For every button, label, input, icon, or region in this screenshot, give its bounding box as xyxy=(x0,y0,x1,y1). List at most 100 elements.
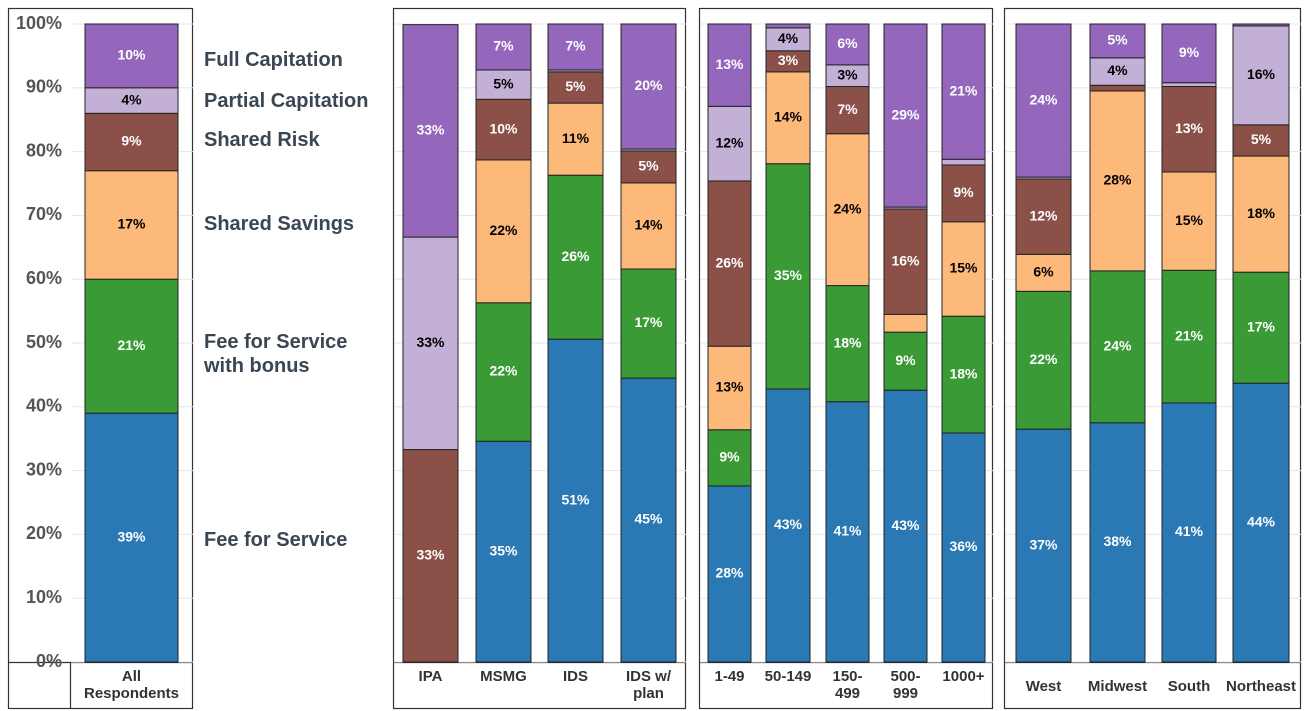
data-label: 24% xyxy=(1029,91,1058,107)
bar-segment xyxy=(475,302,532,442)
data-label: 4% xyxy=(778,30,799,46)
x-tick-label: West xyxy=(1025,678,1062,695)
data-label: 9% xyxy=(121,133,142,149)
data-label: 35% xyxy=(774,267,803,283)
x-tick-label: 50-149 xyxy=(764,668,812,685)
data-label: 3% xyxy=(778,52,799,68)
data-label: 15% xyxy=(949,260,978,276)
y-tick-label: 80% xyxy=(26,140,62,160)
data-label: 26% xyxy=(715,254,744,270)
bar-segment xyxy=(475,440,532,663)
bar-segment xyxy=(1015,23,1072,178)
x-tick-label: IDS w/ plan xyxy=(625,668,671,702)
data-label: 36% xyxy=(949,538,978,554)
data-label: 3% xyxy=(837,66,858,82)
bar-segment xyxy=(402,24,459,238)
y-tick-label: 30% xyxy=(26,459,62,479)
y-tick-label: 20% xyxy=(26,523,62,543)
y-tick-label: 50% xyxy=(26,332,62,352)
data-label: 9% xyxy=(953,184,974,200)
legend-label: Fee for Service with bonus xyxy=(204,331,348,377)
data-label: 43% xyxy=(891,517,920,533)
data-label: 16% xyxy=(1247,66,1276,82)
data-label: 9% xyxy=(895,352,916,368)
data-label: 12% xyxy=(715,134,744,150)
legend-label: Partial Capitation xyxy=(204,90,369,112)
bar-segment xyxy=(547,174,604,340)
data-label: 5% xyxy=(565,78,586,94)
data-label: 5% xyxy=(638,158,659,174)
data-label: 18% xyxy=(1247,205,1276,221)
data-label: 41% xyxy=(1175,523,1204,539)
data-label: 22% xyxy=(489,222,518,238)
bar-segment xyxy=(475,159,532,304)
x-tick-label: IDS xyxy=(562,668,588,685)
bar-segment xyxy=(1161,269,1217,404)
data-label: 6% xyxy=(1033,264,1054,280)
data-label: 38% xyxy=(1103,533,1132,549)
x-tick-label: 150-499 xyxy=(832,668,863,702)
data-label: 18% xyxy=(949,365,978,381)
bar-segment xyxy=(1232,155,1290,273)
bar-segment xyxy=(620,150,677,184)
bar-segment xyxy=(620,268,677,379)
bar-segment xyxy=(883,331,928,391)
data-label: 21% xyxy=(949,82,978,98)
bar-segment xyxy=(84,170,179,280)
x-tick-label: 1000+ xyxy=(942,668,985,685)
x-tick-label: 500-999 xyxy=(890,668,921,702)
bar-segment xyxy=(1161,23,1217,84)
legend-label: Shared Savings xyxy=(204,213,355,235)
data-label: 10% xyxy=(117,47,146,63)
data-label: 20% xyxy=(634,77,663,93)
bar-segment xyxy=(1015,178,1072,255)
bar-segment xyxy=(1015,290,1072,430)
bar-segment xyxy=(883,389,928,663)
panel-frame xyxy=(1003,7,1302,710)
data-label: 9% xyxy=(1179,44,1200,60)
bar-segment xyxy=(475,98,532,161)
data-label: 33% xyxy=(416,334,445,350)
bar-segment xyxy=(547,23,604,71)
data-label: 21% xyxy=(1175,327,1204,343)
bar-segment xyxy=(941,432,986,663)
bar-segment xyxy=(620,377,677,663)
bar-segment xyxy=(883,208,928,315)
data-label: 29% xyxy=(891,106,920,122)
bar-segment xyxy=(1089,57,1146,86)
x-tick-label: IPA xyxy=(418,668,443,685)
legend-label: Full Capitation xyxy=(204,49,343,71)
bar-segment xyxy=(1161,86,1217,173)
data-label: 7% xyxy=(565,38,586,54)
y-tick-label: 0% xyxy=(36,651,62,671)
data-label: 17% xyxy=(1247,318,1276,334)
data-label: 14% xyxy=(774,108,803,124)
bar-segment xyxy=(941,315,986,434)
bar-segment xyxy=(1089,270,1146,424)
data-label: 13% xyxy=(715,379,744,395)
data-label: 37% xyxy=(1029,536,1058,552)
bar-segment xyxy=(84,23,179,89)
bar-segment xyxy=(547,71,604,104)
bar-segment xyxy=(1232,271,1290,384)
bar-segment xyxy=(883,23,928,208)
data-label: 22% xyxy=(489,363,518,379)
data-label: 22% xyxy=(1029,351,1058,367)
legend-label: Fee for Service xyxy=(204,529,348,551)
bar-segment xyxy=(1232,124,1290,157)
data-label: 24% xyxy=(1103,338,1132,354)
x-tick-label: MSMG xyxy=(480,668,527,685)
bar-segment xyxy=(825,86,870,135)
data-label: 33% xyxy=(416,546,445,562)
bar-segment xyxy=(1161,402,1217,663)
data-label: 28% xyxy=(1103,172,1132,188)
bar-segment xyxy=(883,313,928,333)
bar-segment xyxy=(1232,25,1290,126)
bar-segment xyxy=(825,285,870,403)
panel-frame xyxy=(698,7,994,710)
data-label: 4% xyxy=(1107,62,1128,78)
data-label: 41% xyxy=(833,523,862,539)
x-tick-label: 1-49 xyxy=(714,668,745,685)
bar-segment xyxy=(707,485,752,663)
